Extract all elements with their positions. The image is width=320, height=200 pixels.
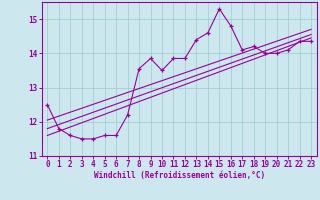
X-axis label: Windchill (Refroidissement éolien,°C): Windchill (Refroidissement éolien,°C)	[94, 171, 265, 180]
